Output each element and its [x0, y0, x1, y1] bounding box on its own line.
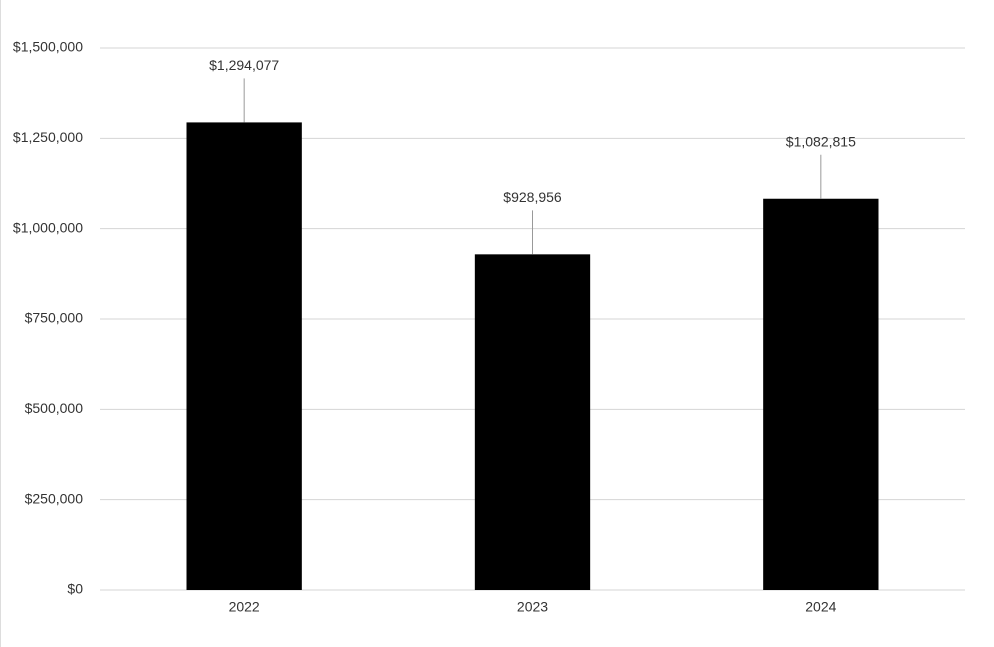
- y-tick-label: $1,000,000: [13, 219, 83, 235]
- data-label: $1,082,815: [786, 133, 856, 149]
- y-tick-label: $500,000: [25, 400, 84, 416]
- data-label: $1,294,077: [209, 57, 279, 73]
- data-label: $928,956: [503, 189, 562, 205]
- y-tick-label: $1,500,000: [13, 39, 83, 55]
- y-tick-label: $1,250,000: [13, 129, 83, 145]
- bar: [763, 198, 879, 590]
- x-tick-label: 2022: [229, 599, 260, 615]
- x-tick-label: 2023: [517, 599, 548, 615]
- y-tick-label: $750,000: [25, 310, 84, 326]
- bar: [186, 122, 302, 590]
- bar: [474, 254, 591, 591]
- y-tick-label: $250,000: [25, 490, 84, 506]
- x-tick-label: 2024: [805, 599, 836, 615]
- y-tick-label: $0: [67, 581, 83, 597]
